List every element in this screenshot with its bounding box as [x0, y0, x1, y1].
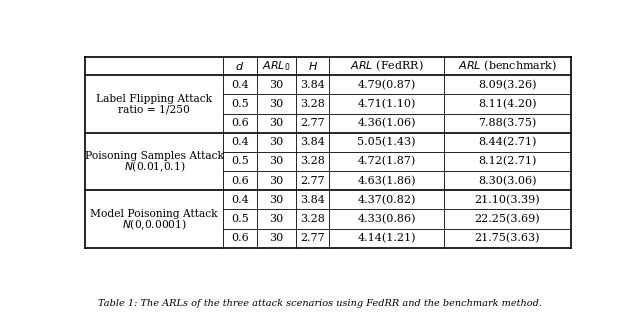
Text: $ARL_0$: $ARL_0$ — [262, 59, 291, 73]
Text: 2.77: 2.77 — [301, 175, 325, 186]
Text: $d$: $d$ — [236, 60, 244, 72]
Text: 0.6: 0.6 — [231, 233, 249, 243]
Text: $N$(0,0.0001): $N$(0,0.0001) — [122, 217, 187, 232]
Text: Poisoning Samples Attack: Poisoning Samples Attack — [84, 151, 224, 161]
Text: 4.63(1.86): 4.63(1.86) — [357, 175, 416, 186]
Text: 3.28: 3.28 — [301, 214, 325, 224]
Text: 8.11(4.20): 8.11(4.20) — [478, 99, 536, 109]
Text: 3.84: 3.84 — [301, 80, 325, 90]
Text: 22.25(3.69): 22.25(3.69) — [474, 214, 540, 224]
Text: 5.05(1.43): 5.05(1.43) — [357, 137, 416, 147]
Text: 4.14(1.21): 4.14(1.21) — [357, 233, 416, 243]
Text: 4.71(1.10): 4.71(1.10) — [357, 99, 416, 109]
Text: 30: 30 — [269, 175, 284, 186]
Text: 4.36(1.06): 4.36(1.06) — [357, 118, 416, 128]
Text: 3.84: 3.84 — [301, 137, 325, 147]
Text: $N$(0.01,0.1): $N$(0.01,0.1) — [124, 159, 185, 174]
Text: 3.84: 3.84 — [301, 195, 325, 205]
Text: $H$: $H$ — [308, 60, 318, 72]
Text: 21.75(3.63): 21.75(3.63) — [475, 233, 540, 243]
Text: 30: 30 — [269, 118, 284, 128]
Text: $ARL$ (benchmark): $ARL$ (benchmark) — [458, 59, 557, 73]
Text: 3.28: 3.28 — [301, 156, 325, 166]
Text: 30: 30 — [269, 80, 284, 90]
Text: 21.10(3.39): 21.10(3.39) — [474, 195, 540, 205]
Text: 4.72(1.87): 4.72(1.87) — [358, 156, 416, 167]
Text: 0.4: 0.4 — [231, 80, 249, 90]
Text: 0.4: 0.4 — [231, 137, 249, 147]
Text: 8.12(2.71): 8.12(2.71) — [478, 156, 536, 167]
Text: 8.44(2.71): 8.44(2.71) — [478, 137, 536, 147]
Text: Model Poisoning Attack: Model Poisoning Attack — [90, 209, 218, 219]
Text: 0.6: 0.6 — [231, 118, 249, 128]
Text: 4.33(0.86): 4.33(0.86) — [357, 214, 416, 224]
Text: 0.5: 0.5 — [231, 99, 249, 109]
Text: 30: 30 — [269, 233, 284, 243]
Text: $ARL$ (FedRR): $ARL$ (FedRR) — [349, 59, 424, 73]
Text: 7.88(3.75): 7.88(3.75) — [478, 118, 536, 128]
Text: 0.5: 0.5 — [231, 156, 249, 166]
Text: 0.5: 0.5 — [231, 214, 249, 224]
Text: Table 1: The ARLs of the three attack scenarios using FedRR and the benchmark me: Table 1: The ARLs of the three attack sc… — [98, 299, 542, 308]
Text: ratio = 1/250: ratio = 1/250 — [118, 104, 190, 114]
Text: 0.4: 0.4 — [231, 195, 249, 205]
Text: 2.77: 2.77 — [301, 118, 325, 128]
Text: 30: 30 — [269, 214, 284, 224]
Text: 8.09(3.26): 8.09(3.26) — [478, 80, 536, 90]
Text: 4.79(0.87): 4.79(0.87) — [358, 80, 416, 90]
Text: 3.28: 3.28 — [301, 99, 325, 109]
Text: 30: 30 — [269, 99, 284, 109]
Text: 30: 30 — [269, 195, 284, 205]
Text: 30: 30 — [269, 156, 284, 166]
Text: 8.30(3.06): 8.30(3.06) — [478, 175, 536, 186]
Text: Label Flipping Attack: Label Flipping Attack — [96, 93, 212, 104]
Text: 4.37(0.82): 4.37(0.82) — [357, 195, 416, 205]
Text: 0.6: 0.6 — [231, 175, 249, 186]
Text: 2.77: 2.77 — [301, 233, 325, 243]
Text: 30: 30 — [269, 137, 284, 147]
